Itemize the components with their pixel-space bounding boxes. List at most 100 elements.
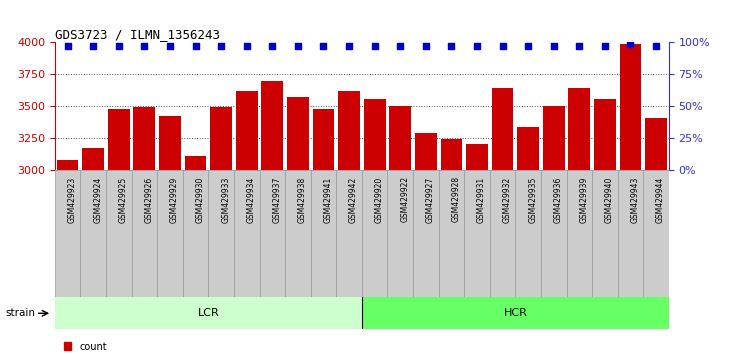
Bar	[83, 148, 104, 170]
Point	[343, 44, 355, 49]
Point	[113, 44, 124, 49]
Point	[496, 44, 508, 49]
Bar	[490, 170, 515, 297]
Bar	[515, 170, 541, 297]
Bar	[567, 170, 592, 297]
Text: GSM429937: GSM429937	[272, 176, 281, 223]
Point	[240, 44, 253, 49]
Text: GSM429942: GSM429942	[349, 176, 358, 223]
Bar	[185, 156, 206, 170]
Text: GSM429933: GSM429933	[221, 176, 230, 223]
Bar	[569, 88, 590, 170]
Bar	[211, 108, 232, 170]
Bar	[336, 170, 362, 297]
Point	[445, 44, 458, 49]
Text: GSM429932: GSM429932	[502, 176, 512, 223]
Legend: count, percentile rank within the sample: count, percentile rank within the sample	[60, 338, 248, 354]
Text: GSM429941: GSM429941	[323, 176, 333, 223]
Bar	[313, 109, 334, 170]
Bar	[55, 297, 362, 329]
Bar	[492, 88, 513, 170]
Bar	[55, 170, 80, 297]
Bar	[183, 170, 208, 297]
Point	[599, 44, 610, 49]
Bar	[159, 116, 181, 170]
Bar	[413, 170, 439, 297]
Text: GSM429929: GSM429929	[170, 176, 179, 223]
Point	[317, 44, 329, 49]
Bar	[234, 170, 260, 297]
Bar	[132, 170, 157, 297]
Bar	[543, 106, 564, 170]
Bar	[362, 170, 387, 297]
Text: GSM429939: GSM429939	[579, 176, 588, 223]
Point	[522, 44, 534, 49]
Bar	[620, 44, 641, 170]
Bar	[157, 170, 183, 297]
Text: GSM429926: GSM429926	[144, 176, 154, 223]
Bar	[80, 170, 106, 297]
Bar	[594, 98, 616, 170]
Bar	[311, 170, 336, 297]
Bar	[364, 98, 385, 170]
Point	[164, 44, 175, 49]
Point	[292, 44, 303, 49]
Point	[189, 44, 201, 49]
Text: GDS3723 / ILMN_1356243: GDS3723 / ILMN_1356243	[55, 28, 220, 41]
Text: GSM429924: GSM429924	[93, 176, 102, 223]
Point	[420, 44, 431, 49]
Text: GSM429922: GSM429922	[401, 176, 409, 222]
Bar	[362, 297, 669, 329]
Point	[573, 44, 585, 49]
Point	[61, 44, 73, 49]
Bar	[464, 170, 490, 297]
Bar	[236, 91, 257, 170]
Bar	[285, 170, 311, 297]
Point	[215, 44, 227, 49]
Bar	[57, 160, 78, 170]
Bar	[645, 118, 667, 170]
Point	[368, 44, 380, 49]
Text: LCR: LCR	[197, 308, 219, 318]
Bar	[387, 170, 413, 297]
Text: GSM429920: GSM429920	[374, 176, 384, 223]
Text: GSM429936: GSM429936	[554, 176, 563, 223]
Bar	[208, 170, 234, 297]
Text: GSM429934: GSM429934	[246, 176, 256, 223]
Bar	[441, 139, 462, 170]
Bar	[260, 170, 285, 297]
Text: GSM429927: GSM429927	[425, 176, 435, 223]
Point	[87, 44, 99, 49]
Bar	[262, 81, 283, 170]
Text: GSM429928: GSM429928	[451, 176, 461, 222]
Bar	[618, 170, 643, 297]
Bar	[466, 144, 488, 170]
Text: GSM429925: GSM429925	[118, 176, 128, 223]
Point	[624, 41, 636, 47]
Point	[138, 44, 150, 49]
Bar	[541, 170, 567, 297]
Text: GSM429931: GSM429931	[477, 176, 486, 223]
Text: GSM429944: GSM429944	[656, 176, 665, 223]
Point	[548, 44, 559, 49]
Bar	[415, 133, 436, 170]
Point	[471, 44, 482, 49]
Text: HCR: HCR	[504, 308, 527, 318]
Bar	[287, 97, 308, 170]
Bar	[518, 127, 539, 170]
Text: GSM429943: GSM429943	[630, 176, 640, 223]
Text: GSM429940: GSM429940	[605, 176, 614, 223]
Text: GSM429923: GSM429923	[67, 176, 77, 223]
Text: strain: strain	[6, 308, 36, 318]
Bar	[643, 170, 669, 297]
Text: GSM429938: GSM429938	[298, 176, 307, 223]
Point	[650, 44, 662, 49]
Bar	[108, 109, 129, 170]
Bar	[338, 91, 360, 170]
Bar	[106, 170, 132, 297]
Bar	[439, 170, 464, 297]
Bar	[592, 170, 618, 297]
Text: GSM429930: GSM429930	[195, 176, 205, 223]
Point	[266, 44, 278, 49]
Point	[394, 44, 406, 49]
